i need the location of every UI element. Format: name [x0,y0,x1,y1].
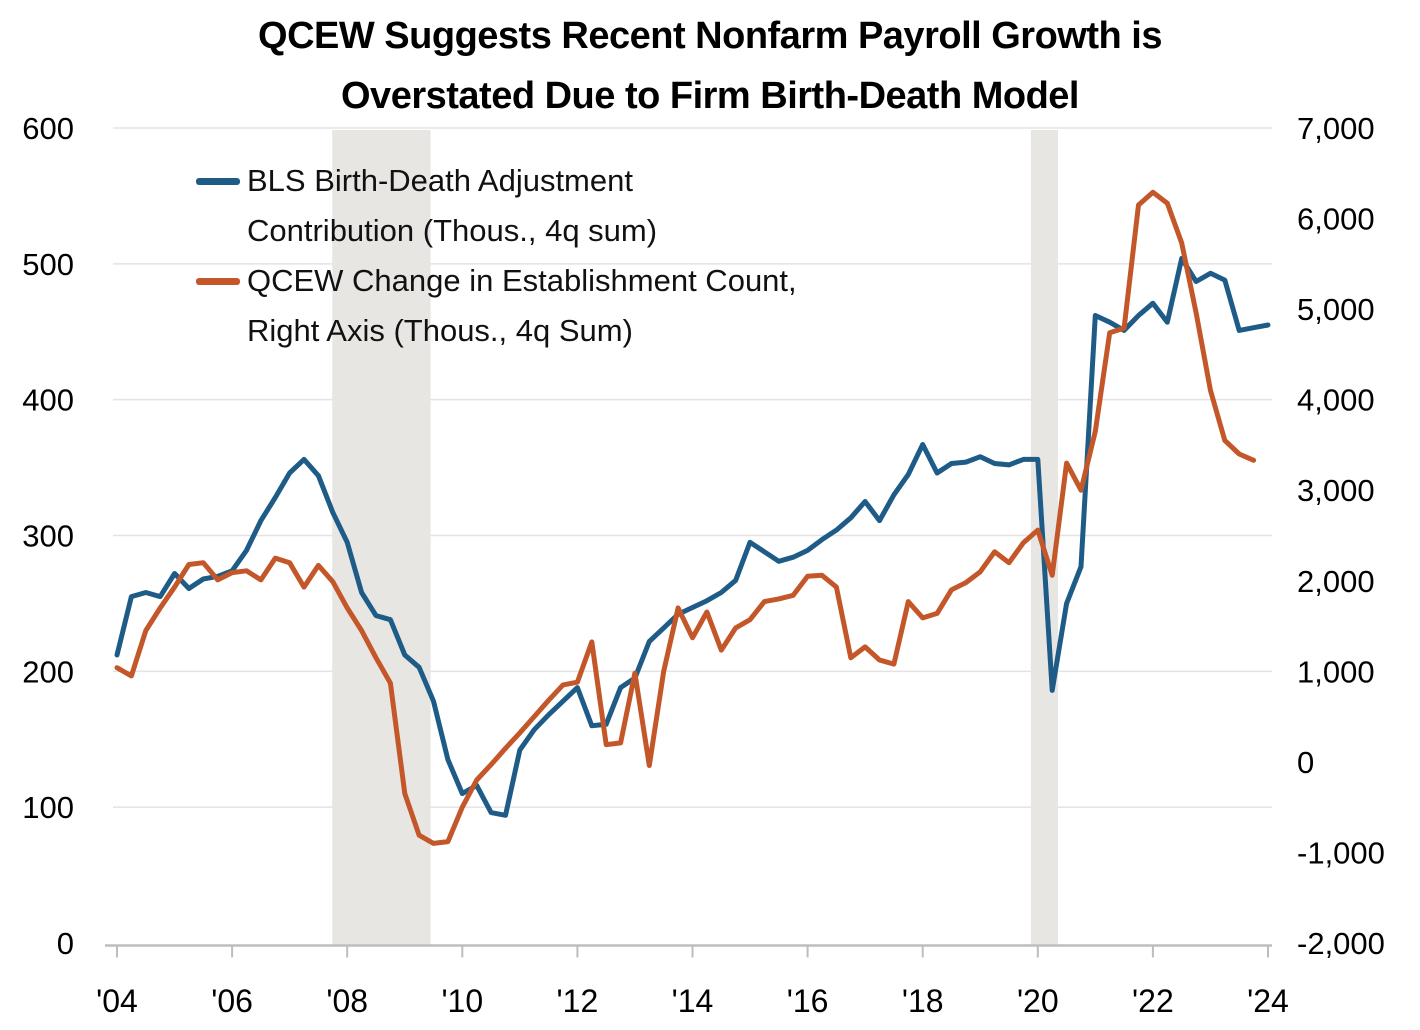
x-axis-tick-label-2018: '18 [902,983,944,1019]
y-axis-right-tick-label--1000: -1,000 [1297,835,1385,870]
y-axis-left-tick-label-600: 600 [22,111,74,146]
chart-title-line-2: Overstated Due to Firm Birth-Death Model [341,75,1079,117]
legend-label-bls-birth-death: BLS Birth-Death Adjustment Contribution … [247,156,657,256]
recession-band-1 [332,130,431,946]
legend-bls-line-1: BLS Birth-Death Adjustment [247,163,633,198]
x-axis-tick-label-2024: '24 [1247,983,1289,1019]
x-axis-tick-label-2004: '04 [96,983,138,1019]
legend-qcew-line-1: QCEW Change in Establishment Count, [247,263,797,298]
y-axis-right-tick-label-5000: 5,000 [1297,292,1375,327]
series-line-qcew [114,189,1257,846]
y-axis-right-tick-label-4000: 4,000 [1297,383,1375,418]
y-axis-right-tick-label-3000: 3,000 [1297,473,1375,508]
legend-swatch-blue-line-icon [196,178,240,185]
x-axis-tick-label-2016: '16 [787,983,829,1019]
legend: BLS Birth-Death Adjustment Contribution … [196,156,797,356]
legend-swatch-orange-line-icon [196,278,240,285]
chart-title: QCEW Suggests Recent Nonfarm Payroll Gro… [0,6,1420,126]
y-axis-left-tick-label-400: 400 [22,383,74,418]
y-axis-right-tick-label--2000: -2,000 [1297,926,1385,961]
y-axis-right-tick-label-2000: 2,000 [1297,564,1375,599]
x-axis-tick-label-2014: '14 [672,983,714,1019]
x-axis-tick-label-2022: '22 [1132,983,1174,1019]
y-axis-right-tick-label-7000: 7,000 [1297,111,1375,146]
series-line-bls-birth-death [114,255,1271,818]
legend-label-qcew: QCEW Change in Establishment Count, Righ… [247,256,797,356]
y-axis-right-tick-label-0: 0 [1297,745,1314,780]
x-axis-tick-label-2008: '08 [326,983,368,1019]
chart-title-line-1: QCEW Suggests Recent Nonfarm Payroll Gro… [258,15,1162,57]
x-axis-tick-label-2010: '10 [441,983,483,1019]
x-axis-tick-label-2006: '06 [211,983,253,1019]
y-axis-right-tick-label-6000: 6,000 [1297,202,1375,237]
legend-qcew-line-2: Right Axis (Thous., 4q Sum) [247,313,633,348]
legend-entry-qcew: QCEW Change in Establishment Count, Righ… [196,256,797,356]
y-axis-right-tick-label-1000: 1,000 [1297,654,1375,689]
y-axis-left-tick-label-500: 500 [22,247,74,282]
legend-entry-bls-birth-death: BLS Birth-Death Adjustment Contribution … [196,156,797,256]
x-axis-tick-label-2012: '12 [557,983,599,1019]
y-axis-left-tick-label-300: 300 [22,519,74,554]
y-axis-left-tick-label-0: 0 [57,926,74,961]
y-axis-left-tick-label-100: 100 [22,790,74,825]
legend-bls-line-2: Contribution (Thous., 4q sum) [247,213,658,248]
x-axis-tick-label-2020: '20 [1017,983,1059,1019]
y-axis-left-tick-label-200: 200 [22,654,74,689]
